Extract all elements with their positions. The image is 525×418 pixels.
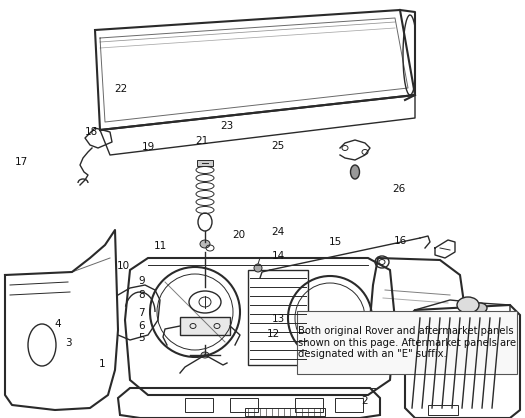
Text: 16: 16: [393, 236, 407, 246]
Text: 17: 17: [14, 157, 28, 167]
Bar: [335, 398, 363, 412]
Text: 6: 6: [139, 321, 145, 331]
Bar: [180, 317, 230, 335]
Text: 10: 10: [117, 261, 130, 271]
Bar: [428, 405, 458, 415]
Bar: [248, 270, 308, 365]
Text: 2: 2: [362, 396, 368, 406]
Text: 9: 9: [139, 276, 145, 286]
Text: 4: 4: [55, 319, 61, 329]
Ellipse shape: [351, 165, 360, 179]
Text: 21: 21: [195, 136, 209, 146]
Ellipse shape: [457, 297, 479, 313]
Text: 20: 20: [232, 230, 246, 240]
Circle shape: [488, 352, 492, 357]
Circle shape: [488, 359, 492, 364]
Text: 22: 22: [114, 84, 128, 94]
Text: 14: 14: [271, 251, 285, 261]
Bar: [230, 398, 258, 412]
Text: 19: 19: [141, 142, 155, 152]
Ellipse shape: [201, 352, 209, 358]
Bar: [297, 311, 517, 374]
Ellipse shape: [200, 240, 210, 248]
Text: 26: 26: [392, 184, 406, 194]
Text: 13: 13: [271, 314, 285, 324]
Bar: [197, 160, 213, 166]
Bar: [295, 398, 323, 412]
Ellipse shape: [473, 303, 487, 313]
Text: 25: 25: [271, 141, 285, 151]
Text: 8: 8: [139, 290, 145, 300]
Bar: [185, 398, 213, 412]
Text: Both original Rover and aftermarket panels
shown on this page. Aftermarket panel: Both original Rover and aftermarket pane…: [298, 326, 516, 359]
Bar: [245, 408, 325, 416]
Text: 23: 23: [220, 121, 234, 131]
Circle shape: [254, 264, 262, 272]
Text: 3: 3: [65, 338, 71, 348]
Text: 18: 18: [85, 127, 99, 137]
Text: 5: 5: [139, 333, 145, 343]
Text: 15: 15: [328, 237, 342, 247]
Text: 11: 11: [153, 241, 167, 251]
Text: 1: 1: [99, 359, 106, 369]
Text: 12: 12: [266, 329, 280, 339]
Text: 24: 24: [271, 227, 285, 237]
Text: 7: 7: [139, 308, 145, 318]
